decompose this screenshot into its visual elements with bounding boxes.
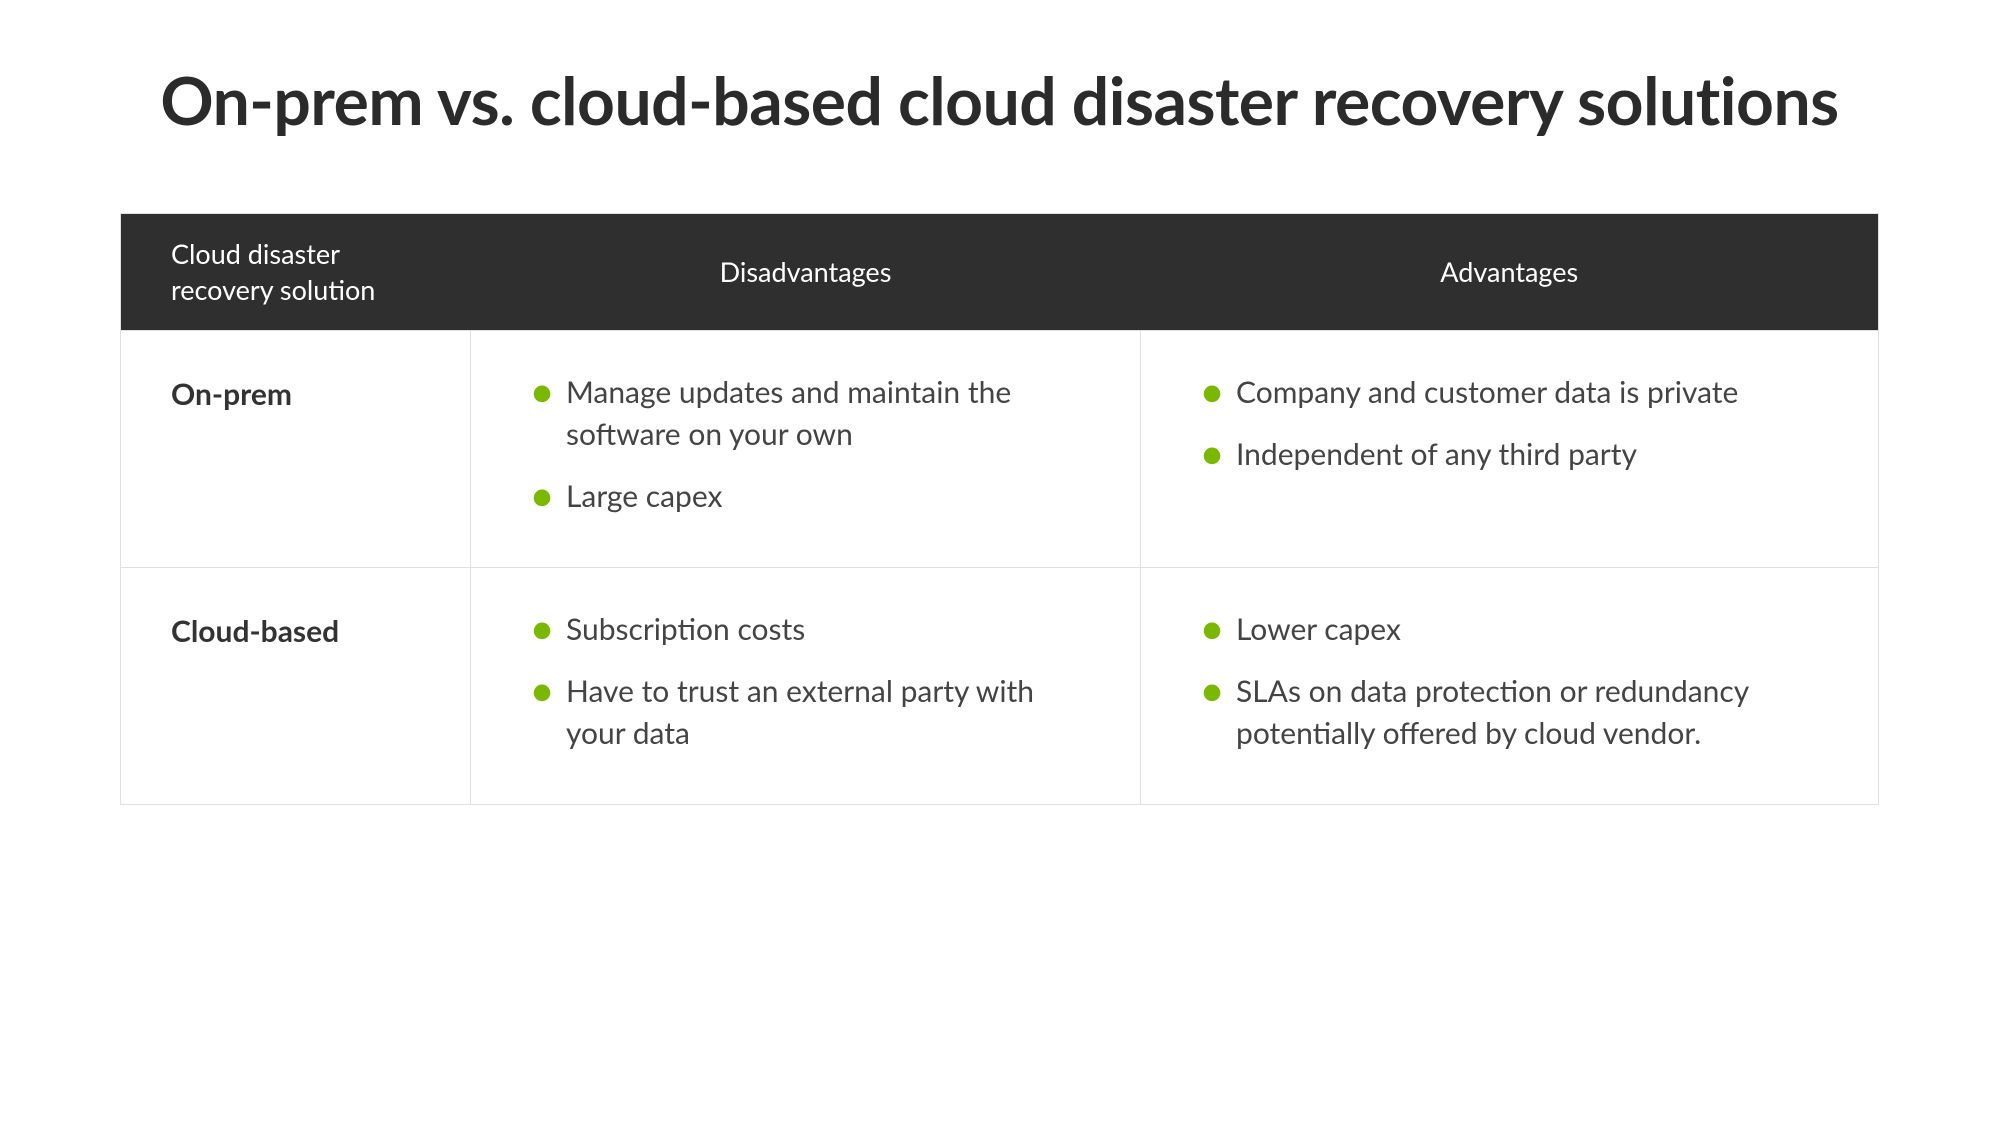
- column-header-solution: Cloud disaster recovery solution: [121, 213, 471, 331]
- comparison-table: Cloud disaster recovery solution Disadva…: [120, 213, 1879, 806]
- page-title: On-prem vs. cloud-based cloud disaster r…: [120, 60, 1879, 143]
- list-item: Have to trust an external party with you…: [531, 670, 1100, 754]
- list-item: Subscription costs: [531, 608, 1100, 650]
- list-item: Large capex: [531, 475, 1100, 517]
- list-item: Company and customer data is private: [1201, 371, 1838, 413]
- row-label-onprem: On-prem: [121, 331, 471, 568]
- table-row: On-prem Manage updates and maintain the …: [121, 331, 1879, 568]
- row-label-cloudbased: Cloud-based: [121, 568, 471, 805]
- table-header: Cloud disaster recovery solution Disadva…: [121, 213, 1879, 331]
- cell-onprem-advantages: Company and customer data is private Ind…: [1141, 331, 1879, 568]
- list-item: Independent of any third party: [1201, 433, 1838, 475]
- column-header-disadvantages: Disadvantages: [471, 213, 1141, 331]
- cell-onprem-disadvantages: Manage updates and maintain the software…: [471, 331, 1141, 568]
- table-row: Cloud-based Subscription costs Have to t…: [121, 568, 1879, 805]
- list-item: Manage updates and maintain the software…: [531, 371, 1100, 455]
- column-header-advantages: Advantages: [1141, 213, 1879, 331]
- list-item: Lower capex: [1201, 608, 1838, 650]
- list-item: SLAs on data protection or redundancy po…: [1201, 670, 1838, 754]
- cell-cloudbased-advantages: Lower capex SLAs on data protection or r…: [1141, 568, 1879, 805]
- cell-cloudbased-disadvantages: Subscription costs Have to trust an exte…: [471, 568, 1141, 805]
